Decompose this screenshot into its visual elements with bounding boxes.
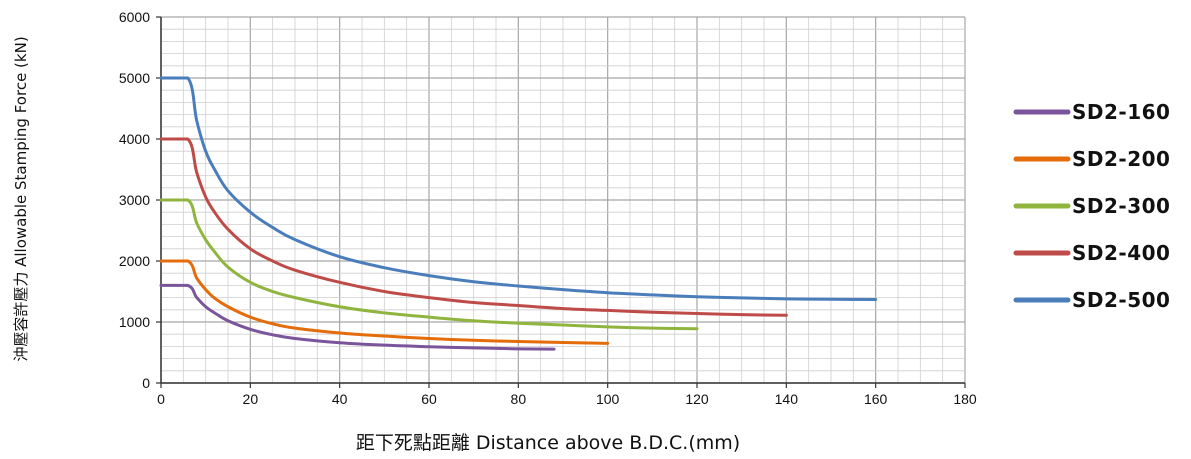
x-tick-label: 100 (596, 391, 620, 407)
x-tick-label: 80 (511, 391, 527, 407)
series-line-sd2-500 (159, 76, 878, 302)
axes (156, 16, 966, 388)
y-tick-label: 3000 (119, 192, 150, 208)
x-tick-label: 180 (953, 391, 977, 407)
legend-label-sd2-160: SD2-160 (1072, 100, 1170, 124)
x-tick-label: 120 (685, 391, 709, 407)
series-line-sd2-300 (159, 198, 699, 331)
tick-labels: 0 20 40 60 80 100 120 140 160 180 0 1000 2000 3000 400… (119, 9, 977, 407)
x-tick-label: 140 (775, 391, 799, 407)
x-tick-label: 40 (332, 391, 348, 407)
series-line-sd2-400 (159, 137, 788, 317)
grid (160, 16, 966, 384)
legend-label-sd2-400: SD2-400 (1072, 241, 1170, 265)
y-axis-title: 沖壓容許壓力 Allowable Stamping Force (kN) (12, 36, 30, 361)
y-tick-label: 4000 (119, 131, 150, 147)
y-tick-label: 2000 (119, 253, 150, 269)
x-tick-label: 60 (421, 391, 437, 407)
legend: SD2-160 SD2-200 SD2-300 SD2-400 SD2-500 (1013, 100, 1170, 312)
series-line-sd2-160 (159, 283, 556, 351)
legend-label-sd2-200: SD2-200 (1072, 147, 1170, 171)
x-tick-label: 0 (157, 391, 165, 407)
series-lines (159, 76, 878, 351)
legend-label-sd2-500: SD2-500 (1072, 288, 1170, 312)
y-tick-label: 0 (142, 375, 150, 391)
y-tick-label: 5000 (119, 70, 150, 86)
series-line-sd2-200 (159, 259, 610, 345)
x-tick-label: 160 (864, 391, 888, 407)
y-tick-label: 6000 (119, 9, 150, 25)
x-tick-label: 20 (243, 391, 259, 407)
y-tick-label: 1000 (119, 314, 150, 330)
legend-label-sd2-300: SD2-300 (1072, 194, 1170, 218)
x-axis-title: 距下死點距離 Distance above B.D.C.(mm) (356, 432, 740, 454)
